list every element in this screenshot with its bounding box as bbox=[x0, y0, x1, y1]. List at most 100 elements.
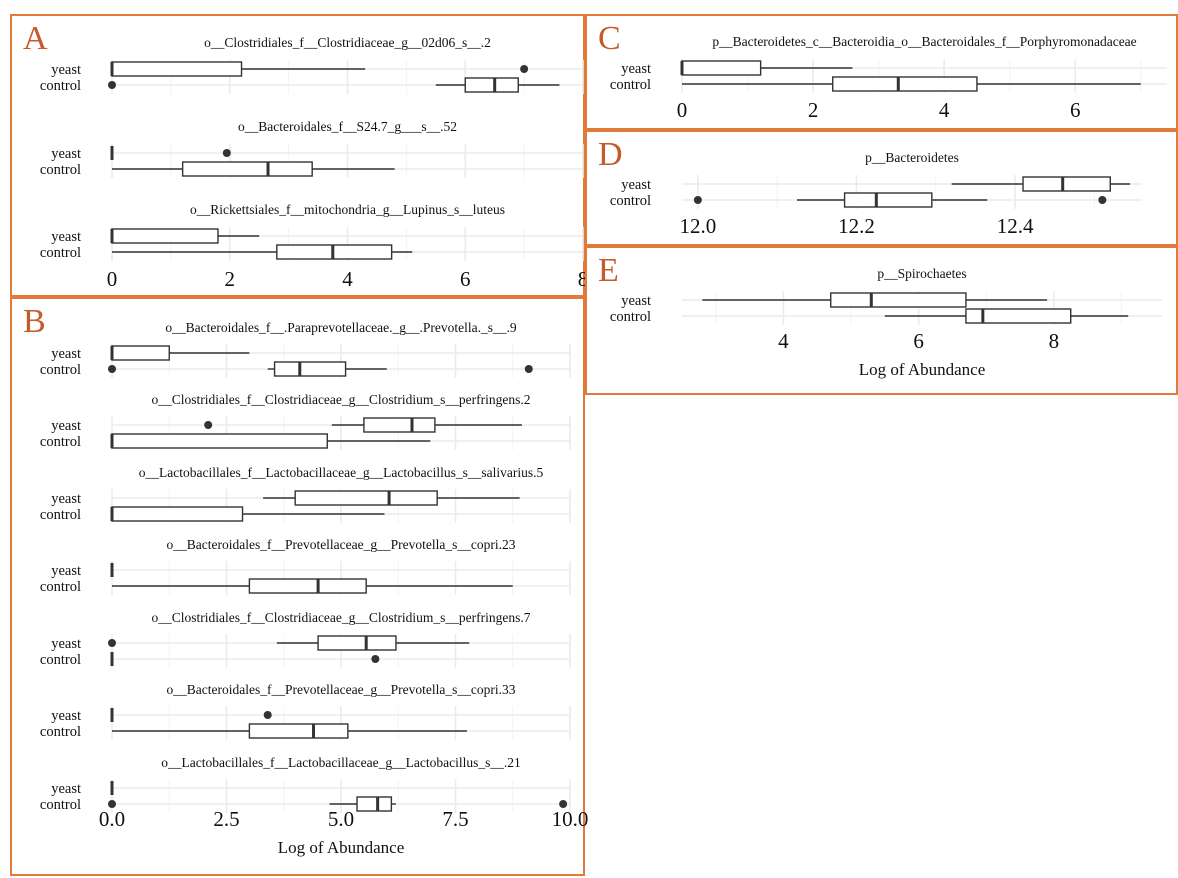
group-label-control: control bbox=[40, 797, 81, 813]
x-tick-label: 2 bbox=[225, 267, 236, 291]
group-label-yeast: yeast bbox=[51, 418, 81, 434]
group-label-yeast: yeast bbox=[51, 563, 81, 579]
x-tick-label: 0 bbox=[677, 98, 688, 122]
outlier-point bbox=[693, 196, 702, 204]
x-tick-label: 2 bbox=[808, 98, 819, 122]
box-control bbox=[108, 796, 568, 812]
x-tick-label: 8 bbox=[578, 267, 589, 291]
box-control bbox=[112, 161, 395, 177]
box-yeast bbox=[263, 490, 520, 506]
box-yeast bbox=[110, 146, 231, 160]
group-label-control: control bbox=[40, 162, 81, 178]
group-label-control: control bbox=[610, 309, 651, 325]
box-control bbox=[110, 652, 380, 666]
box-iqr bbox=[111, 345, 170, 361]
x-tick-label: 4 bbox=[342, 267, 353, 291]
facet-title: o__Lactobacillales_f__Lactobacillaceae_g… bbox=[139, 465, 544, 480]
facet-title: o__Bacteroidales_f__.Paraprevotellaceae.… bbox=[165, 320, 517, 335]
group-label-control: control bbox=[40, 434, 81, 450]
group-label-yeast: yeast bbox=[621, 61, 651, 77]
panel-d: D p__Bacteroidetes yeast control 12.0 12.2 12… bbox=[585, 130, 1178, 246]
outlier-point bbox=[108, 800, 116, 808]
box-iqr bbox=[464, 77, 519, 93]
group-label-control: control bbox=[40, 579, 81, 595]
panel-letter-b: B bbox=[23, 303, 46, 340]
x-tick-label: 8 bbox=[1049, 329, 1060, 353]
box-iqr bbox=[965, 308, 1072, 324]
panel-a-plot: o__Clostridiales_f__Clostridiaceae_g__02… bbox=[40, 35, 589, 291]
box-iqr bbox=[1022, 176, 1111, 192]
panel-letter-d: D bbox=[598, 136, 623, 173]
group-label-control: control bbox=[40, 652, 81, 668]
box-iqr bbox=[111, 61, 243, 77]
box-control bbox=[110, 433, 431, 449]
group-label-yeast: yeast bbox=[51, 346, 81, 362]
x-tick-label: 12.4 bbox=[997, 214, 1034, 238]
facet-title: o__Clostridiales_f__Clostridiaceae_g__Cl… bbox=[151, 610, 530, 625]
x-tick-label: 6 bbox=[460, 267, 471, 291]
box-yeast bbox=[110, 708, 272, 722]
outlier-point bbox=[263, 711, 272, 719]
box-iqr bbox=[273, 361, 347, 377]
box-iqr bbox=[294, 490, 438, 506]
group-label-control: control bbox=[40, 362, 81, 378]
panel-c-plot: p__Bacteroidetes_c__Bacteroidia_o__Bacte… bbox=[610, 34, 1167, 122]
x-tick-label: 4 bbox=[939, 98, 950, 122]
facet-title: o__Clostridiales_f__Clostridiaceae_g__Cl… bbox=[151, 392, 530, 407]
x-tick-label: 10.0 bbox=[552, 807, 589, 831]
facet-title: p__Spirochaetes bbox=[877, 266, 966, 281]
box-yeast bbox=[110, 61, 529, 77]
box-iqr bbox=[248, 723, 349, 739]
x-tick-label: 12.0 bbox=[679, 214, 716, 238]
box-iqr bbox=[681, 60, 762, 76]
panel-c: C p__Bacteroidetes_c__Bacteroidia_o__Bac… bbox=[585, 14, 1178, 130]
group-label-yeast: yeast bbox=[51, 636, 81, 652]
panel-b: B o__Bacteroidales_f__.Paraprevotellacea… bbox=[10, 297, 589, 876]
panel-a: A o__Clostridiales_f__Clostridiaceae_g__… bbox=[10, 14, 589, 297]
group-label-control: control bbox=[40, 724, 81, 740]
box-iqr bbox=[111, 506, 244, 522]
box-yeast bbox=[110, 345, 250, 361]
box-iqr bbox=[363, 417, 436, 433]
box-control bbox=[884, 308, 1129, 324]
group-label-yeast: yeast bbox=[621, 293, 651, 309]
group-label-yeast: yeast bbox=[51, 708, 81, 724]
box-iqr bbox=[111, 433, 328, 449]
box-yeast bbox=[110, 228, 260, 244]
box-iqr bbox=[317, 635, 397, 651]
panel-letter-c: C bbox=[598, 20, 621, 57]
outlier-point bbox=[108, 365, 116, 373]
box-control bbox=[112, 723, 467, 739]
x-axis-label: Log of Abundance bbox=[859, 360, 986, 379]
box-yeast bbox=[680, 60, 853, 76]
facet-title: o__Lactobacillales_f__Lactobacillaceae_g… bbox=[161, 755, 520, 770]
group-label-control: control bbox=[610, 77, 651, 93]
box-iqr bbox=[181, 161, 313, 177]
box-control bbox=[693, 192, 1107, 208]
outlier-point bbox=[1098, 196, 1107, 204]
x-axis-label: Log of Abundance bbox=[278, 838, 405, 857]
panel-b-plot: o__Bacteroidales_f__.Paraprevotellaceae.… bbox=[40, 320, 589, 857]
x-tick-label: 0.0 bbox=[99, 807, 125, 831]
outlier-point bbox=[524, 365, 533, 373]
outlier-point bbox=[371, 655, 380, 663]
x-tick-label: 5.0 bbox=[328, 807, 354, 831]
panel-letter-e: E bbox=[598, 252, 619, 289]
box-control bbox=[112, 244, 413, 260]
box-iqr bbox=[111, 228, 219, 244]
box-yeast bbox=[204, 417, 522, 433]
facet-title: o__Bacteroidales_f__Prevotellaceae_g__Pr… bbox=[166, 537, 515, 552]
box-yeast bbox=[702, 292, 1048, 308]
group-label-yeast: yeast bbox=[51, 146, 81, 162]
box-iqr bbox=[843, 192, 933, 208]
box-control bbox=[112, 578, 513, 594]
group-label-yeast: yeast bbox=[51, 781, 81, 797]
outlier-point bbox=[520, 65, 529, 73]
box-iqr bbox=[248, 578, 367, 594]
outlier-point bbox=[222, 149, 231, 157]
outlier-point bbox=[559, 800, 568, 808]
group-label-yeast: yeast bbox=[51, 491, 81, 507]
box-iqr bbox=[356, 796, 393, 812]
group-label-control: control bbox=[40, 507, 81, 523]
